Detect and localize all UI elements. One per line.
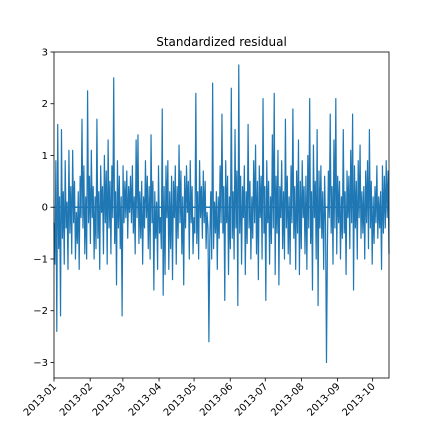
plot-frame: [53, 51, 390, 379]
y-tick-label: 1: [42, 151, 48, 162]
y-tick-label: −1: [33, 254, 48, 265]
y-tick-label: 3: [42, 48, 48, 59]
series-group: [53, 64, 390, 364]
y-tick-label: −2: [33, 306, 48, 317]
residual-series-line: [53, 64, 390, 364]
y-axis: −3 −2 −1 0 1 2 3: [33, 48, 54, 369]
chart-title: Standardized residual: [156, 35, 287, 49]
y-tick-label: 0: [42, 203, 48, 214]
y-tick-label: −3: [33, 358, 48, 369]
y-tick-label: 2: [42, 99, 48, 110]
